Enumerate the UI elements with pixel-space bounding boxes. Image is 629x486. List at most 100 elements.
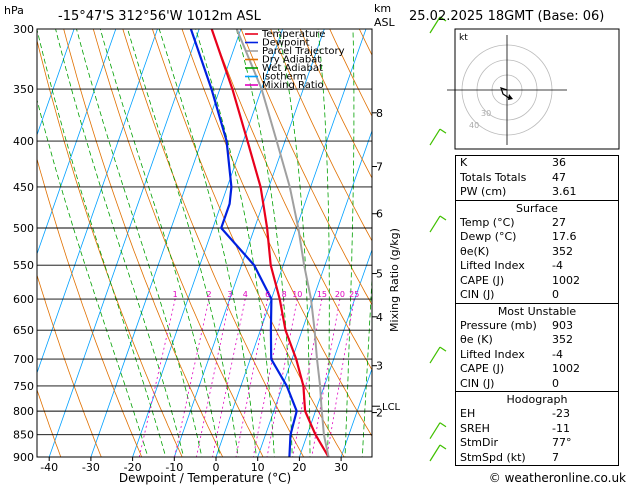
mixing-ratio-tick-label: 1 (173, 290, 178, 299)
height-tick-label: 5 (376, 268, 383, 281)
most-unstable-row: θe (K) 352 (460, 333, 573, 346)
hodograph-ring-label: 30 (481, 109, 491, 118)
height-tick-label: 3 (376, 360, 383, 373)
mixing-ratio-tick-label: 20 (335, 290, 345, 299)
hodograph-row: StmSpd (kt) 7 (460, 450, 559, 464)
wet-adiabat-line (37, 29, 167, 457)
temperature-line (210, 29, 330, 457)
barb-shaft (429, 444, 441, 462)
barb-shaft (429, 422, 441, 440)
pressure-tick-label: 800 (13, 405, 34, 418)
mixing-ratio-axis-label: Mixing Ratio (g/kg) (388, 228, 401, 332)
pressure-tick-label: 600 (13, 293, 34, 306)
most-unstable-row: Lifted Index -4 (460, 347, 563, 361)
surface-row: CAPE (J) 1002 (460, 273, 580, 287)
mixing-ratio-tick-label: 6 (265, 290, 270, 299)
index-row: PW (cm) 3.61 (460, 185, 577, 198)
height-tick-label: 8 (376, 107, 383, 120)
hodograph-trace (500, 87, 510, 99)
temperature-tick-label: 30 (334, 461, 348, 474)
temperature-tick-label: -30 (82, 461, 100, 474)
wet-adiabat-line (99, 29, 221, 457)
mixing-ratio-tick-label: 2 (206, 290, 211, 299)
barb-shaft (429, 215, 441, 233)
pressure-tick-label: 350 (13, 83, 34, 96)
isotherm-line (132, 29, 283, 457)
storm-motion-marker (508, 94, 513, 100)
hodograph-section: Hodograph EH -23 SREH -11 StmDir 77° StmSpd… (455, 392, 619, 466)
surface-title: Surface (516, 201, 558, 215)
pressure-tick-label: 900 (13, 451, 34, 464)
dry-adiabat-line (240, 29, 372, 306)
surface-row: CIN (J) 0 (460, 288, 559, 301)
surface-section: Surface Temp (°C) 27 Dewp (°C) 17.6 θe(K) 3… (455, 200, 619, 304)
barb-shaft (429, 16, 441, 34)
hodograph-ring-label: 40 (469, 121, 479, 130)
hpa-label: hPa (4, 4, 24, 17)
hodograph-title: Hodograph (506, 393, 568, 406)
wind-barb (429, 16, 447, 34)
wind-barb (429, 444, 447, 462)
pressure-tick-label: 400 (13, 135, 34, 148)
wind-barb (429, 128, 447, 146)
hodograph-row: EH -23 (460, 407, 570, 420)
dewpoint-line (189, 29, 298, 457)
hodograph-kt-label: kt (459, 33, 468, 43)
pressure-tick-label: 300 (13, 23, 34, 36)
pressure-tick-label: 450 (13, 181, 34, 194)
barb-flag (439, 444, 447, 450)
wet-adiabat-line (361, 272, 372, 457)
wind-barb (429, 215, 447, 233)
pressure-tick-label: 850 (13, 429, 34, 442)
legend-item-label: Parcel Trajectory (262, 46, 345, 57)
pressure-tick-label: 500 (13, 222, 34, 235)
asl-label: ASL (374, 16, 396, 29)
legend-item-label: Mixing Ratio (262, 80, 324, 91)
datetime-label: 25.02.2025 18GMT (Base: 06) (409, 9, 604, 24)
barb-flag (439, 346, 447, 352)
profiles (189, 29, 330, 457)
wet-adiabat-line (76, 29, 203, 457)
height-tick-label: 2 (376, 407, 383, 420)
mixing-ratio-tick-label: 4 (243, 290, 248, 299)
surface-row: Temp (°C) 27 (460, 215, 566, 229)
temperature-tick-label: 0 (213, 461, 220, 474)
thermo-grid (37, 29, 372, 457)
mixing-ratio-line (252, 298, 285, 457)
copyright-label: © weatheronline.co.uk (489, 471, 626, 485)
barb-flag (439, 128, 447, 134)
mixing-ratio-tick-label: 10 (292, 290, 302, 299)
wet-adiabat-line (344, 29, 355, 457)
height-tick-label: 7 (376, 161, 383, 174)
isotherm-line (299, 248, 372, 457)
legend-item-label: Dewpoint (262, 38, 310, 49)
indices-panel: K 36 Totals Totals 47 PW (cm) 3.61 Surface … (455, 155, 619, 466)
temperature-tick-label: -40 (40, 461, 58, 474)
isotherm-line (48, 29, 200, 457)
legend-item-label: Wet Adiabat (262, 63, 323, 74)
barb-flag (439, 215, 447, 221)
most-unstable-row: Pressure (mb) 903 (460, 318, 573, 332)
pressure-tick-label: 750 (13, 380, 34, 393)
surface-row: Dewp (°C) 17.6 (460, 230, 577, 243)
temperature-tick-label: 10 (251, 461, 265, 474)
temperature-tick-label: -10 (165, 461, 183, 474)
wind-barbs (429, 16, 447, 462)
barb-shaft (429, 128, 441, 146)
parcel-trajectory-line (235, 29, 330, 457)
isotherm-line (257, 129, 372, 457)
most-unstable-title: Most Unstable (497, 304, 577, 318)
pressure-tick-label: 700 (13, 353, 34, 366)
height-tick-label: 4 (376, 311, 383, 324)
mixing-ratio-tick-label: 25 (349, 290, 359, 299)
axes: 1 2 3 4 6 8 10 15 20 2530035040045050055060065070… (13, 23, 401, 474)
index-row: K 36 (460, 156, 566, 169)
barb-shaft (429, 346, 441, 364)
temperature-tick-label: 20 (292, 461, 306, 474)
surface-row: θe(K) 352 (460, 244, 573, 258)
legend-item-label: Temperature (261, 29, 325, 40)
barb-flag (439, 422, 447, 428)
legend-item-label: Isotherm (262, 72, 306, 83)
wet-adiabat-line (55, 29, 185, 457)
